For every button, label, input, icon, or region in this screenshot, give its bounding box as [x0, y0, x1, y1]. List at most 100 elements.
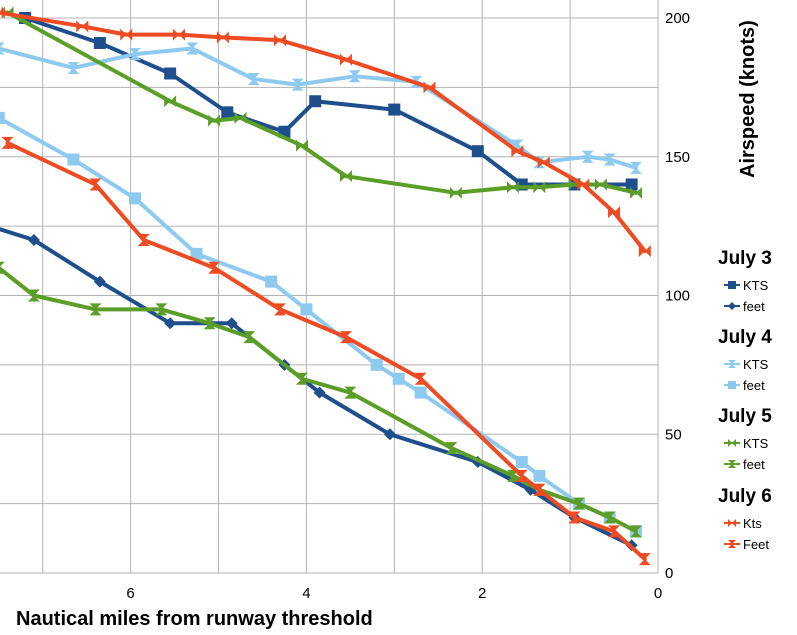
legend-swatch-marker [728, 540, 736, 548]
data-point [0, 42, 5, 55]
data-point [0, 261, 5, 274]
data-point [603, 153, 616, 166]
data-point [274, 34, 287, 47]
data-point [339, 331, 352, 344]
data-point [471, 145, 484, 158]
data-point [27, 234, 40, 246]
data-point [449, 186, 462, 199]
data-point [221, 106, 234, 119]
data-point [67, 61, 80, 74]
data-point [190, 247, 203, 260]
grid [0, 0, 659, 574]
x-tick-label: 6 [126, 585, 134, 602]
data-point [128, 48, 141, 61]
y-tick-label: 150 [665, 149, 690, 166]
legend-entry-label: Kts [743, 516, 762, 531]
data-point [581, 150, 594, 163]
data-point [568, 511, 581, 524]
legend-group-title: July 3 [718, 248, 772, 269]
data-point [0, 111, 5, 124]
data-point [511, 145, 524, 158]
data-point [533, 469, 546, 482]
y-tick-label: 50 [665, 426, 682, 443]
data-point [608, 525, 621, 538]
data-point [291, 78, 304, 91]
series-5 [0, 261, 643, 538]
data-point [234, 111, 247, 124]
legend-entry-label: Feet [743, 537, 769, 552]
legend-entry-label: feet [743, 378, 765, 393]
legend-swatch-marker [728, 460, 736, 468]
data-point [572, 497, 585, 510]
data-point [630, 161, 643, 174]
data-point [278, 125, 291, 138]
x-tick-label: 0 [654, 585, 662, 602]
data-point [533, 483, 546, 496]
data-point [638, 245, 651, 258]
series-layer [0, 6, 651, 566]
data-point [370, 358, 383, 371]
data-point [172, 28, 185, 41]
legend-group-title: July 6 [718, 486, 772, 507]
data-point [203, 317, 216, 330]
data-point [515, 469, 528, 482]
data-point [164, 317, 177, 330]
data-point [603, 511, 616, 524]
data-point [300, 303, 313, 316]
x-axis-label: Nautical miles from runway threshold [16, 608, 373, 630]
legend-group-title: July 5 [718, 406, 772, 427]
data-point [296, 139, 309, 152]
y-tick-label: 0 [665, 565, 673, 582]
data-point [208, 114, 221, 127]
legend-swatch-marker [728, 381, 736, 389]
data-point [383, 428, 396, 441]
data-point [76, 20, 89, 33]
legend: July 3 KTS feet July 4 KTS feet July 5 KTS feet J… [718, 248, 772, 552]
series-line [0, 46, 638, 170]
data-point [186, 42, 199, 55]
data-point [630, 525, 643, 538]
data-point [89, 178, 102, 191]
legend-entry-label: KTS [743, 436, 769, 451]
data-point [0, 6, 5, 19]
data-point [89, 303, 102, 316]
data-point [1, 136, 14, 149]
series-line [5, 140, 647, 562]
legend-group-title: July 4 [718, 327, 772, 348]
data-point [348, 70, 361, 83]
data-point [608, 206, 621, 219]
y-tick-label: 200 [665, 10, 690, 27]
data-point [625, 178, 638, 191]
series-1 [0, 227, 638, 552]
y-tick-label: 100 [665, 288, 690, 305]
series-line [0, 227, 634, 548]
data-point [515, 456, 528, 468]
data-point [164, 67, 177, 80]
x-axis-ticks: 6 4 2 0 [126, 585, 662, 602]
legend-swatch-marker [728, 281, 736, 289]
data-point [155, 303, 168, 316]
data-point [265, 275, 278, 288]
data-point [339, 53, 352, 66]
data-point [577, 178, 590, 191]
data-point [506, 181, 519, 194]
data-point [445, 442, 458, 455]
data-point [533, 181, 546, 194]
data-point [93, 36, 106, 49]
data-point [388, 103, 401, 116]
data-point [594, 178, 607, 191]
series-line [0, 266, 638, 534]
data-point [93, 275, 106, 288]
data-point [216, 31, 229, 44]
data-point [423, 81, 436, 94]
data-point [164, 95, 177, 108]
data-point [27, 289, 40, 302]
data-point [243, 331, 256, 344]
data-point [414, 386, 427, 399]
data-point [274, 303, 287, 316]
data-point [638, 553, 651, 566]
x-tick-label: 4 [302, 585, 310, 602]
legend-entry-label: feet [743, 457, 765, 472]
data-point [339, 170, 352, 183]
